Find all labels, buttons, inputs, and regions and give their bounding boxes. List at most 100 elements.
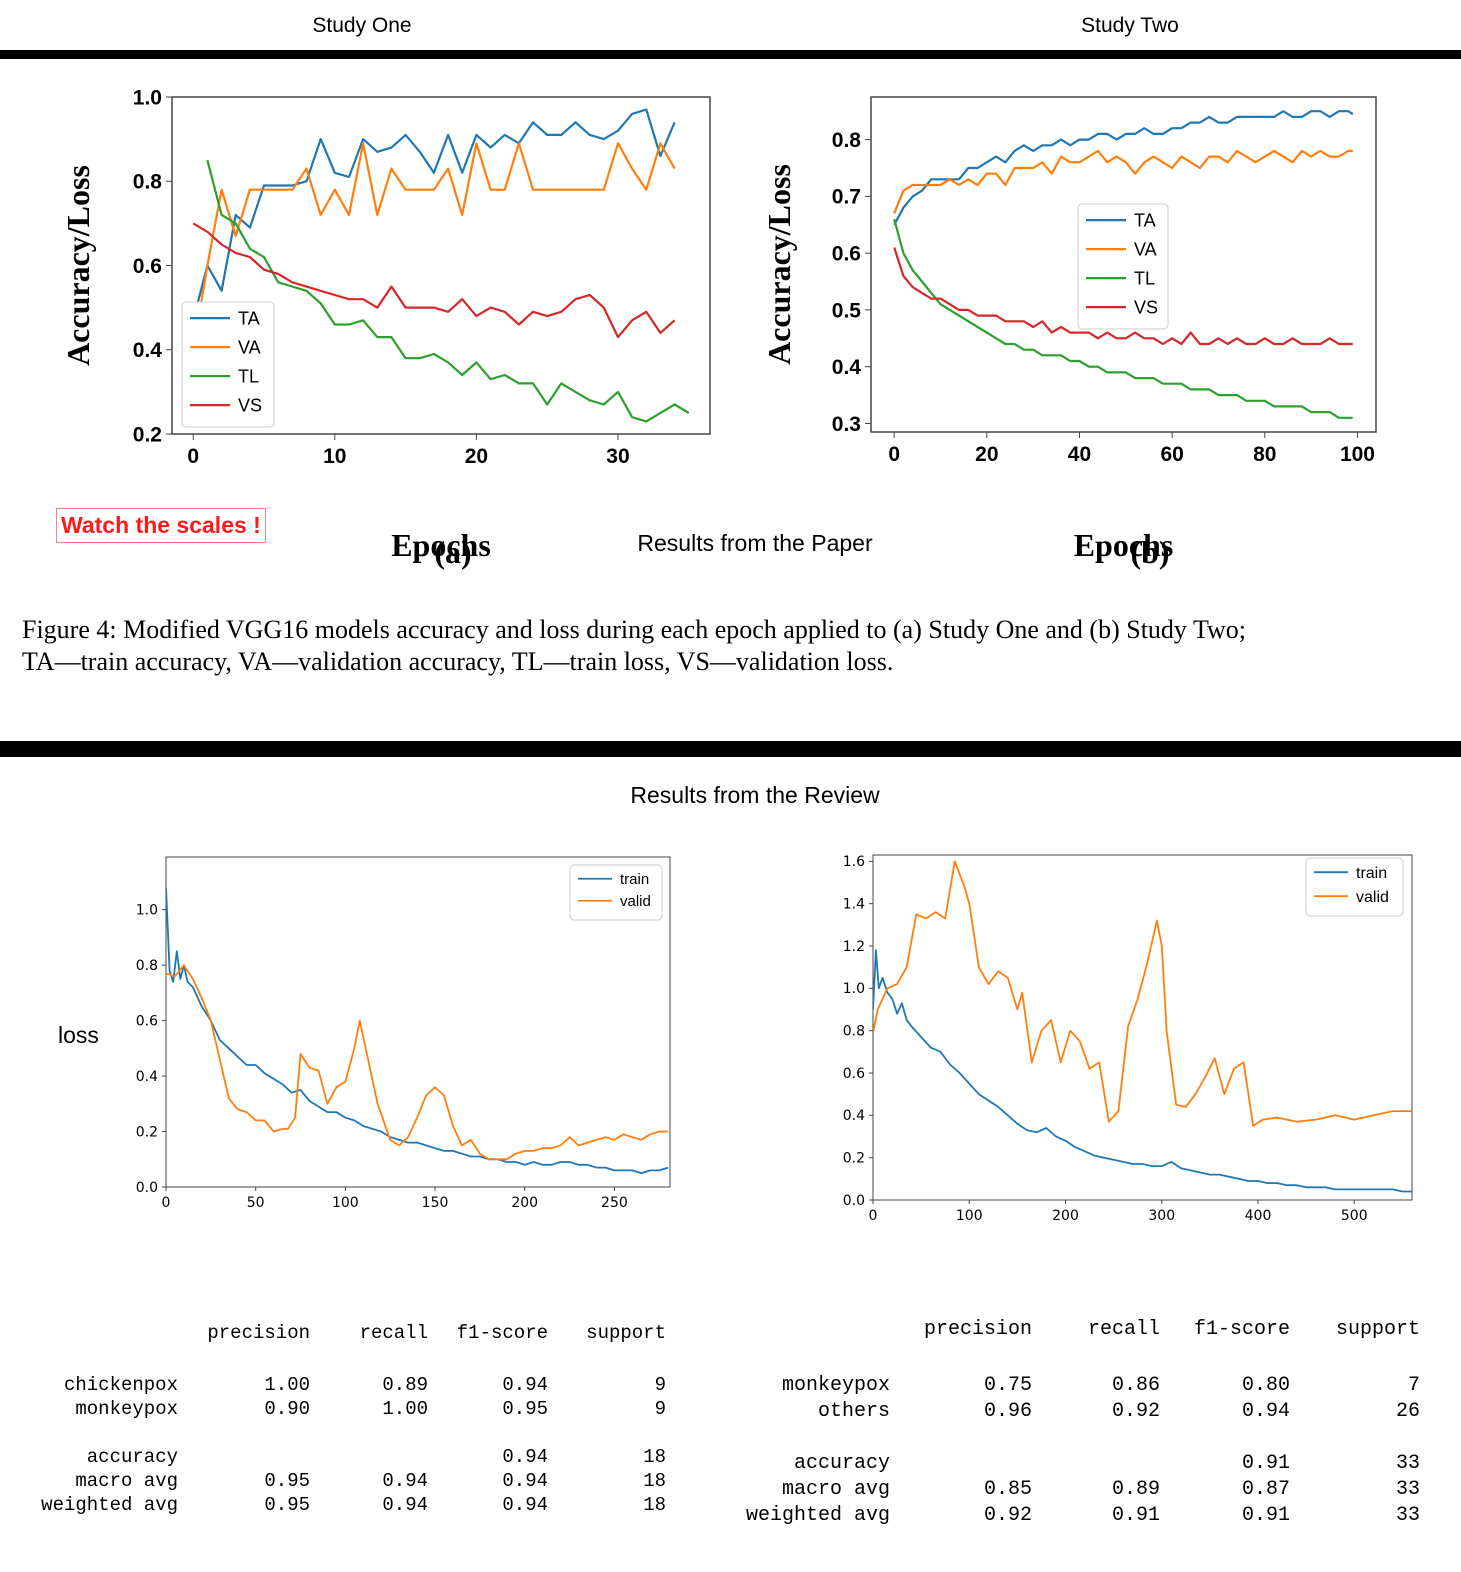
series-line-ta — [192, 108, 676, 321]
series-line-train — [166, 887, 669, 1175]
caption-line-1: Figure 4: Modified VGG16 models accuracy… — [22, 615, 1247, 644]
x-tick-label: 10 — [323, 445, 346, 468]
y-tick-label: 1.6 — [843, 854, 865, 870]
y-tick-label: 1.0 — [843, 981, 865, 997]
x-tick-label: 0 — [162, 1195, 171, 1211]
paper-chart-a: 0 10 20 30 0.2 0.4 0.6 0.8 1.0 Epochs Accuracy/Los… — [60, 86, 711, 563]
legend-label: train — [620, 871, 649, 888]
series-line-ta — [893, 110, 1354, 226]
report-row-label: chickenpox — [63, 1374, 178, 1396]
report-cell: 0.89 — [1111, 1478, 1160, 1501]
legend-label: VS — [238, 395, 262, 415]
report-cell: 0.90 — [264, 1398, 310, 1420]
report-cell: 0.85 — [983, 1478, 1032, 1501]
chart-legend: train valid — [569, 864, 663, 921]
classification-report-a: precision recall f1-score support chickenpox… — [30, 1322, 680, 1522]
y-tick-label: 0.8 — [832, 129, 862, 152]
y-tick-label: 1.0 — [133, 86, 162, 109]
report-cell: 26 — [1395, 1400, 1420, 1423]
y-tick-label: 0.2 — [136, 1124, 158, 1140]
legend-label: valid — [620, 893, 651, 910]
y-tick-label: 0.4 — [136, 1069, 158, 1085]
series-line-tl — [893, 218, 1353, 419]
report-cell: 0.94 — [1241, 1400, 1290, 1423]
report-cell: 33 — [1395, 1504, 1420, 1527]
middle-divider — [0, 741, 1461, 757]
x-tick-label: 200 — [511, 1195, 538, 1211]
report-row-label: accuracy — [86, 1446, 178, 1468]
study-one-title: Study One — [312, 14, 412, 37]
report-row-label: others — [817, 1400, 890, 1423]
report-cell: 0.92 — [983, 1504, 1032, 1527]
review-loss-label: loss — [58, 1022, 99, 1048]
y-tick-label: 0.0 — [843, 1193, 865, 1209]
report-cell: 18 — [643, 1446, 666, 1468]
series-line-valid — [873, 860, 1412, 1127]
report-row-label: monkeypox — [75, 1398, 178, 1420]
y-axis-label: Accuracy/Loss — [761, 164, 797, 365]
report-row-label: monkeypox — [781, 1374, 890, 1397]
top-divider — [0, 50, 1461, 59]
x-tick-label: 300 — [1148, 1208, 1175, 1224]
y-tick-label: 0.8 — [136, 958, 158, 974]
report-cell: 0.75 — [983, 1374, 1032, 1397]
report-cell: 18 — [643, 1470, 666, 1492]
report-cell: 0.95 — [502, 1398, 548, 1420]
legend-label: valid — [1356, 889, 1389, 906]
report-cell: 0.95 — [264, 1494, 310, 1516]
y-tick-label: 0.6 — [136, 1014, 158, 1030]
x-tick-label: 50 — [247, 1195, 265, 1211]
report-cell: 0.94 — [382, 1494, 428, 1516]
report-cell: 0.94 — [502, 1446, 548, 1468]
x-tick-label: 0 — [187, 445, 199, 468]
legend-label: TA — [238, 308, 260, 328]
x-axis-label: Epochs — [1074, 527, 1174, 563]
report-cell: 0.96 — [983, 1400, 1032, 1423]
x-axis-label: Epochs — [391, 527, 491, 563]
series-line-valid — [166, 964, 669, 1161]
report-row-label: weighted avg — [745, 1504, 890, 1527]
y-tick-label: 0.8 — [133, 171, 163, 194]
review-chart-a: 0 50 100 150 200 250 0.0 0.2 0.4 0.6 0.8 1.0 train va… — [136, 856, 671, 1211]
report-cell: 0.95 — [264, 1470, 310, 1492]
series-line-tl — [206, 159, 690, 423]
legend-label: VA — [1134, 239, 1157, 259]
report-cell: 0.94 — [502, 1494, 548, 1516]
x-tick-label: 40 — [1068, 443, 1091, 466]
report-cell: 0.94 — [382, 1470, 428, 1492]
y-tick-label: 0.6 — [843, 1066, 865, 1082]
y-axis-label: Accuracy/Loss — [60, 165, 96, 366]
y-tick-label: 0.3 — [832, 413, 861, 436]
x-tick-label: 80 — [1253, 443, 1276, 466]
report-row-label: macro avg — [781, 1478, 890, 1501]
report-row-label: macro avg — [75, 1470, 178, 1492]
x-tick-label: 60 — [1160, 443, 1183, 466]
report-cell: 0.91 — [1111, 1504, 1160, 1527]
panel-label-b: (b) — [1130, 534, 1170, 570]
y-tick-label: 0.5 — [832, 299, 862, 322]
report-header: precision — [923, 1318, 1032, 1341]
y-tick-label: 0.4 — [843, 1108, 865, 1124]
review-chart-b: 0 100 200 300 400 500 0.0 0.2 0.4 0.6 0.8 1.0 1.2 1.4… — [843, 854, 1413, 1224]
chart-legend: TA VA TL VS — [1077, 203, 1169, 330]
legend-label: TL — [1134, 268, 1155, 288]
x-tick-label: 20 — [465, 445, 488, 468]
x-tick-label: 100 — [332, 1195, 359, 1211]
y-tick-label: 0.2 — [843, 1151, 865, 1167]
y-tick-label: 1.0 — [136, 903, 158, 919]
y-tick-label: 0.7 — [832, 186, 861, 209]
report-cell: 0.91 — [1241, 1452, 1290, 1475]
y-tick-label: 0.6 — [133, 255, 162, 278]
x-tick-label: 0 — [869, 1208, 878, 1224]
y-tick-label: 0.6 — [832, 242, 861, 265]
series-line-va — [893, 149, 1353, 214]
report-cell: 1.00 — [382, 1398, 428, 1420]
x-tick-label: 20 — [975, 443, 998, 466]
report-cell: 0.80 — [1241, 1374, 1290, 1397]
watch-scales-warning: Watch the scales ! — [56, 508, 266, 543]
report-cell: 0.94 — [502, 1374, 548, 1396]
legend-label: train — [1356, 865, 1387, 882]
y-tick-label: 0.0 — [136, 1180, 158, 1196]
report-cell: 0.87 — [1241, 1478, 1290, 1501]
paper-chart-b: 0 20 40 60 80 100 0.3 0.4 0.5 0.6 0.7 0.8 Epochs Accu… — [761, 96, 1377, 563]
